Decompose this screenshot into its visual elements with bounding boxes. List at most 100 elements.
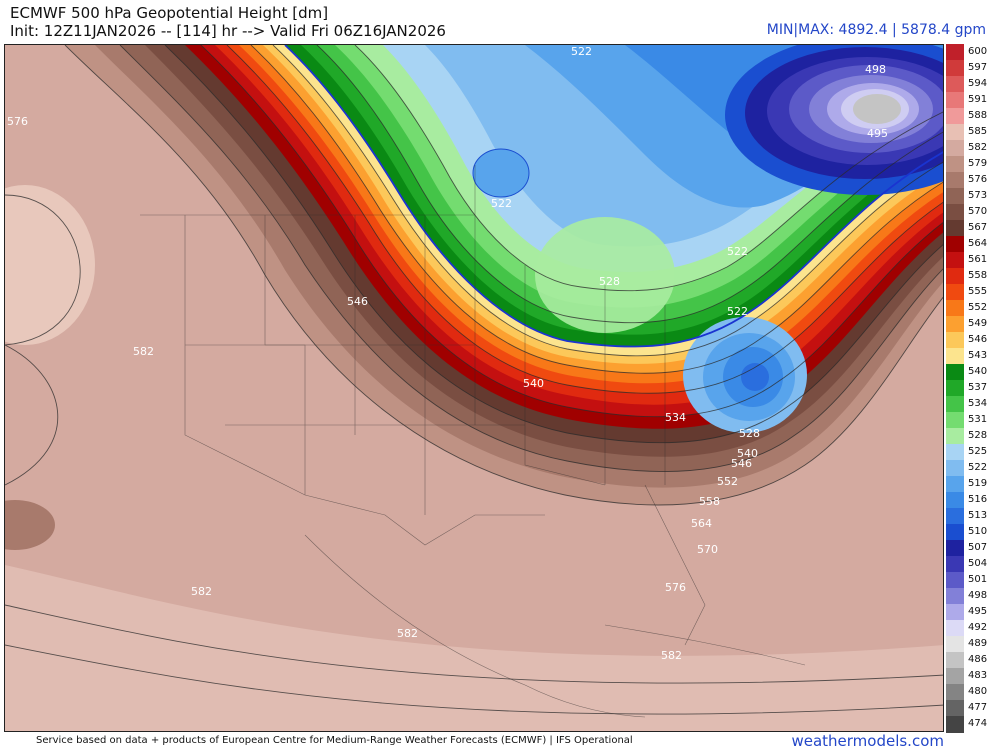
colorbar-label: 558 [968, 270, 988, 281]
east-coast-low-center [683, 317, 807, 433]
colorbar-label: 513 [968, 510, 988, 521]
colorbar-segment [946, 268, 964, 285]
colorbar-label: 510 [968, 526, 988, 537]
colorbar-segment [946, 44, 964, 61]
colorbar-label: 525 [968, 446, 988, 457]
colorbar-segment [946, 668, 964, 685]
colorbar-label: 585 [968, 126, 988, 137]
colorbar-segment [946, 572, 964, 589]
colorbar-segment [946, 556, 964, 573]
colorbar-label: 501 [968, 574, 988, 585]
colorbar-segment [946, 76, 964, 93]
colorbar-label: 543 [968, 350, 988, 361]
map-init-valid-time: Init: 12Z11JAN2026 -- [114] hr --> Valid… [10, 22, 446, 40]
map-panel[interactable]: 522 498 495 576 522 522 522 546 528 582 … [4, 44, 944, 732]
colorbar-segment [946, 188, 964, 205]
colorbar-segment [946, 380, 964, 397]
colorbar-segment [946, 284, 964, 301]
colorbar-label: 477 [968, 702, 988, 713]
colorbar-segment [946, 204, 964, 221]
contour-labels: 522 498 495 576 522 522 522 546 528 582 … [7, 45, 888, 662]
colorbar-label: 552 [968, 302, 988, 313]
contour-label: 522 [727, 245, 748, 258]
northern-low-center [725, 45, 943, 195]
colorbar-segment [946, 476, 964, 493]
colorbar-label: 480 [968, 686, 988, 697]
contour-label: 576 [665, 581, 686, 594]
colorbar-segment [946, 124, 964, 141]
colorbar-segment [946, 508, 964, 525]
colorbar-segment [946, 620, 964, 637]
colorbar-segment [946, 252, 964, 269]
colorbar-segment [946, 460, 964, 477]
colorbar-label: 534 [968, 398, 988, 409]
height-colorbar: 600 597 594 591 588 585 582 579 576 573 570 567 564 5… [946, 44, 996, 733]
data-credit: Service based on data + products of Euro… [36, 735, 633, 746]
geopotential-height-map[interactable]: 522 498 495 576 522 522 522 546 528 582 … [5, 45, 944, 732]
contour-label: 546 [347, 295, 368, 308]
contour-label: 582 [397, 627, 418, 640]
colorbar-label: 600 [968, 46, 988, 57]
contour-label: 522 [491, 197, 512, 210]
colorbar-label: 489 [968, 638, 988, 649]
min-max-readout: MIN|MAX: 4892.4 | 5878.4 gpm [766, 22, 986, 38]
colorbar-label: 507 [968, 542, 988, 553]
colorbar-label: 519 [968, 478, 988, 489]
contour-label: 522 [727, 305, 748, 318]
contour-label: 495 [867, 127, 888, 140]
colorbar-segment [946, 588, 964, 605]
colorbar-segment [946, 60, 964, 77]
pacific-low-ripple [5, 500, 55, 550]
colorbar-label: 504 [968, 558, 988, 569]
colorbar-label: 516 [968, 494, 988, 505]
colorbar-label: 546 [968, 334, 988, 345]
colorbar-label: 597 [968, 62, 988, 73]
colorbar-label: 561 [968, 254, 988, 265]
colorbar-label: 555 [968, 286, 988, 297]
colorbar-label: 528 [968, 430, 988, 441]
brand-link[interactable]: weathermodels.com [791, 732, 944, 750]
colorbar-label: 594 [968, 78, 988, 89]
contour-label: 540 [523, 377, 544, 390]
colorbar-label: 564 [968, 238, 988, 249]
colorbar-segment [946, 412, 964, 429]
colorbar-segment [946, 700, 964, 717]
colorbar-segment [946, 236, 964, 253]
colorbar-segment [946, 540, 964, 557]
contour-label: 576 [7, 115, 28, 128]
colorbar-segment [946, 444, 964, 461]
colorbar-segment [946, 156, 964, 173]
upper-midwest-low [472, 148, 530, 198]
map-header: ECMWF 500 hPa Geopotential Height [dm] I… [0, 0, 1000, 44]
colorbar-label: 588 [968, 110, 988, 121]
colorbar-label: 591 [968, 94, 988, 105]
colorbar-label: 495 [968, 606, 988, 617]
colorbar-label: 573 [968, 190, 988, 201]
height-contour-lines [5, 45, 943, 715]
colorbar-label: 498 [968, 590, 988, 601]
colorbar-label: 531 [968, 414, 988, 425]
contour-label: 540 [737, 447, 758, 460]
colorbar-label: 582 [968, 142, 988, 153]
colorbar-segment [946, 172, 964, 189]
colorbar-label: 492 [968, 622, 988, 633]
colorbar-segment [946, 140, 964, 157]
colorbar-segment [946, 716, 964, 733]
contour-label: 522 [571, 45, 592, 58]
great-lakes-ridge [535, 217, 675, 333]
colorbar-label: 537 [968, 382, 988, 393]
contour-540-highlight [284, 45, 943, 348]
colorbar-segment [946, 316, 964, 333]
colorbar-label: 570 [968, 206, 988, 217]
colorbar-label: 579 [968, 158, 988, 169]
contour-label: 534 [665, 411, 686, 424]
contour-label: 582 [133, 345, 154, 358]
contour-label: 528 [739, 427, 760, 440]
colorbar-segment [946, 396, 964, 413]
colorbar-label: 549 [968, 318, 988, 329]
colorbar-segment [946, 92, 964, 109]
colorbar-label: 540 [968, 366, 988, 377]
contour-label: 564 [691, 517, 712, 530]
map-title: ECMWF 500 hPa Geopotential Height [dm] [10, 4, 329, 22]
colorbar-label: 576 [968, 174, 988, 185]
